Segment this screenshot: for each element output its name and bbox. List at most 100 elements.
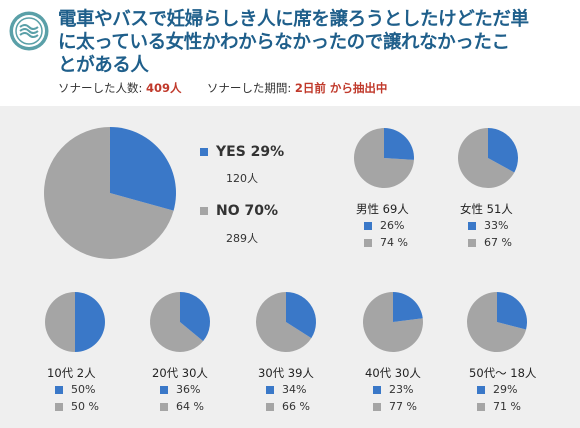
group-no-6: 77 %	[373, 400, 417, 413]
legend-swatch	[364, 239, 372, 247]
pie-slice-yes	[75, 292, 105, 352]
pie-chart-4	[150, 292, 211, 352]
group-title-6: 40代 30人	[365, 365, 421, 381]
pie-chart-1	[353, 128, 414, 189]
legend-swatch	[266, 403, 274, 411]
pie-slice-yes	[180, 292, 211, 342]
legend-yes-label-text: YES 29%	[216, 144, 285, 160]
legend-swatch	[266, 386, 274, 394]
pie-slice-yes	[110, 127, 176, 211]
group-yes-2: 33%	[468, 219, 508, 232]
title-line-3: とがある人	[58, 55, 149, 76]
period-label: ソナーした期間:	[206, 81, 292, 95]
title-line-1: 電車やバスで妊婦らしき人に席を譲ろうとしたけどただ単	[58, 9, 529, 30]
legend-no-count: 289人	[226, 230, 258, 246]
group-title-5-text: 30代 39人	[258, 366, 314, 380]
group-no-1-text: 74 %	[380, 236, 408, 249]
legend-yes-count: 120人	[226, 170, 258, 186]
group-title-6-text: 40代 30人	[365, 366, 421, 380]
group-yes-1-text: 26%	[380, 219, 405, 232]
pie-chart-7	[467, 292, 528, 352]
pie-chart-2	[457, 128, 518, 188]
pie-chart-6	[362, 292, 423, 352]
group-no-1: 74 %	[364, 236, 408, 249]
pie-slice-no	[150, 292, 204, 352]
survey-meta: ソナーした人数: 409人 ソナーした期間: 2日前 から抽出中	[58, 80, 387, 96]
group-yes-4: 36%	[160, 383, 200, 396]
group-yes-6-text: 23%	[389, 383, 414, 396]
group-no-4-text: 64 %	[176, 400, 204, 413]
respondents-label: ソナーした人数:	[58, 81, 143, 95]
group-no-3-text: 50 %	[71, 400, 99, 413]
group-yes-6: 23%	[373, 383, 413, 396]
group-title-4: 20代 30人	[152, 365, 208, 381]
pie-slice-yes	[384, 128, 414, 160]
chart-title: 電車やバスで妊婦らしき人に席を譲ろうとしたけどただ単 に太っている女性かわからな…	[58, 8, 574, 77]
group-title-5: 30代 39人	[258, 365, 314, 381]
sonar-logo-icon	[9, 11, 49, 51]
group-no-2: 67 %	[468, 236, 512, 249]
legend-yes-label: YES 29%	[200, 144, 284, 160]
legend-swatch	[373, 403, 381, 411]
pie-slice-no	[467, 292, 527, 352]
legend-no-count-text: 289人	[226, 232, 258, 245]
pie-slice-yes	[488, 128, 518, 173]
group-yes-3: 50%	[55, 383, 95, 396]
pie-slice-no	[362, 292, 423, 352]
legend-swatch	[160, 386, 168, 394]
legend-swatch	[55, 386, 63, 394]
pie-chart-3	[45, 292, 105, 352]
legend-swatch	[200, 148, 208, 156]
group-title-4-text: 20代 30人	[152, 366, 208, 380]
group-title-7-text: 50代～ 18人	[469, 366, 537, 380]
pie-slice-yes	[497, 292, 528, 330]
group-no-2-text: 67 %	[484, 236, 512, 249]
group-yes-4-text: 36%	[176, 383, 201, 396]
period-value: 2日前 から抽出中	[294, 81, 388, 95]
pie-slice-yes	[286, 292, 316, 339]
legend-swatch	[373, 386, 381, 394]
pie-slice-no	[45, 292, 75, 352]
group-no-6-text: 77 %	[389, 400, 417, 413]
group-yes-3-text: 50%	[71, 383, 96, 396]
pie-slice-no	[457, 128, 515, 188]
group-no-4: 64 %	[160, 400, 204, 413]
group-yes-5-text: 34%	[282, 383, 307, 396]
group-no-5-text: 66 %	[282, 400, 310, 413]
title-line-2: に太っている女性かわからなかったので譲れなかったこ	[58, 32, 510, 53]
legend-swatch	[477, 386, 485, 394]
pie-slice-no	[255, 292, 312, 353]
legend-swatch	[55, 403, 63, 411]
legend-swatch	[468, 222, 476, 230]
group-title-1: 男性 69人	[356, 201, 409, 217]
legend-no-label-text: NO 70%	[216, 203, 279, 219]
legend-swatch	[477, 403, 485, 411]
pie-slice-yes	[393, 292, 423, 322]
group-no-7: 71 %	[477, 400, 521, 413]
group-title-7: 50代～ 18人	[469, 365, 536, 381]
legend-swatch	[468, 239, 476, 247]
group-title-2: 女性 51人	[460, 201, 513, 217]
pie-slice-no	[353, 128, 414, 189]
group-yes-7: 29%	[477, 383, 517, 396]
legend-no-label: NO 70%	[200, 203, 278, 219]
group-yes-7-text: 29%	[493, 383, 518, 396]
group-yes-1: 26%	[364, 219, 404, 232]
group-title-1-text: 男性 69人	[356, 202, 409, 216]
legend-swatch	[364, 222, 372, 230]
group-title-3: 10代 2人	[47, 365, 96, 381]
legend-yes-count-text: 120人	[226, 172, 258, 185]
group-yes-5: 34%	[266, 383, 306, 396]
group-yes-2-text: 33%	[484, 219, 509, 232]
legend-swatch	[160, 403, 168, 411]
group-title-2-text: 女性 51人	[460, 202, 513, 216]
group-no-5: 66 %	[266, 400, 310, 413]
group-no-7-text: 71 %	[493, 400, 521, 413]
respondents-value: 409人	[146, 81, 182, 95]
group-no-3: 50 %	[55, 400, 99, 413]
group-title-3-text: 10代 2人	[47, 366, 96, 380]
legend-swatch	[200, 207, 208, 215]
pie-slice-no	[43, 127, 174, 259]
